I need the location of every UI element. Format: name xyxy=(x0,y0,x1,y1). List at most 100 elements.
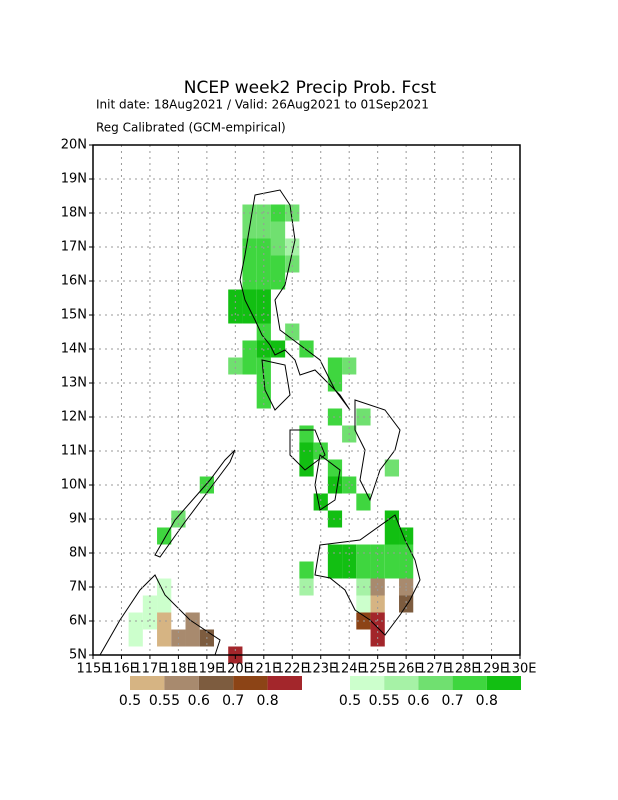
y-tick-label: 8N xyxy=(69,546,87,561)
y-tick-label: 5N xyxy=(69,648,87,663)
prob-cell xyxy=(157,629,172,647)
legend-label: 0.6 xyxy=(407,693,429,709)
x-tick-label: 121E xyxy=(247,662,280,677)
prob-cell xyxy=(299,578,314,596)
prob-cell xyxy=(185,629,200,647)
prob-cell xyxy=(157,578,172,596)
x-tick-label: 128E xyxy=(447,662,480,677)
x-tick-label: 120E xyxy=(219,662,252,677)
y-tick-label: 15N xyxy=(61,308,87,323)
prob-cell xyxy=(299,425,314,443)
x-tick-label: 129E xyxy=(475,662,508,677)
legend-label: 0.7 xyxy=(222,693,244,709)
y-tick-label: 10N xyxy=(61,478,87,493)
prob-cell xyxy=(285,255,300,273)
y-tick-label: 16N xyxy=(61,274,87,289)
prob-cell xyxy=(313,493,328,511)
prob-cell xyxy=(199,476,214,494)
prob-cell xyxy=(327,357,343,375)
map-frame xyxy=(92,144,521,656)
prob-cell xyxy=(270,272,286,290)
legend-label: 0.5 xyxy=(339,693,361,709)
prob-cell xyxy=(299,442,314,460)
x-tick-label: 119E xyxy=(190,662,223,677)
prob-cell xyxy=(384,459,400,477)
y-tick-label: 6N xyxy=(69,614,87,629)
prob-cell xyxy=(384,561,400,579)
prob-cell xyxy=(256,391,271,409)
y-tick-label: 19N xyxy=(61,172,87,187)
prob-cell xyxy=(256,272,271,290)
x-tick-label: 116E xyxy=(105,662,138,677)
prob-cell xyxy=(270,255,286,273)
prob-cell xyxy=(356,561,371,579)
subtitle: Init date: 18Aug2021 / Valid: 26Aug2021 … xyxy=(96,98,429,112)
y-tick-label: 13N xyxy=(61,376,87,391)
x-tick-label: 124E xyxy=(333,662,366,677)
y-tick-label: 18N xyxy=(61,206,87,221)
prob-cell xyxy=(228,357,243,375)
prob-cell xyxy=(185,612,200,630)
prob-cell xyxy=(299,459,314,477)
prob-cell xyxy=(327,561,343,579)
prob-cell xyxy=(299,340,314,358)
y-tick-label: 12N xyxy=(61,410,87,425)
prob-cell xyxy=(256,357,271,375)
legend-swatch xyxy=(267,676,302,690)
prob-cell xyxy=(370,595,385,613)
prob-cell xyxy=(342,357,357,375)
legend-swatch xyxy=(350,676,385,690)
prob-cell xyxy=(399,561,414,579)
x-tick-label: 115E xyxy=(76,662,109,677)
y-tick-label: 17N xyxy=(61,240,87,255)
x-tick-label: 130E xyxy=(503,662,536,677)
prob-cell xyxy=(270,221,286,239)
prob-cell xyxy=(384,527,400,545)
legend-label: 0.7 xyxy=(441,693,463,709)
legend-label: 0.8 xyxy=(256,693,278,709)
prob-cell xyxy=(242,357,257,375)
prob-cell xyxy=(342,561,357,579)
legend-label: 0.6 xyxy=(188,693,210,709)
y-tick-label: 9N xyxy=(69,512,87,527)
subtitle: Reg Calibrated (GCM-empirical) xyxy=(96,121,286,135)
x-tick-label: 118E xyxy=(162,662,195,677)
prob-cell xyxy=(256,255,271,273)
prob-cell xyxy=(228,289,243,307)
prob-cell xyxy=(299,561,314,579)
legend-swatch xyxy=(233,676,268,690)
legend-swatch xyxy=(198,676,234,690)
y-tick-label: 7N xyxy=(69,580,87,595)
x-tick-label: 126E xyxy=(390,662,423,677)
legend-label: 0.5 xyxy=(119,693,141,709)
prob-cell xyxy=(370,578,385,596)
x-tick-label: 117E xyxy=(133,662,166,677)
prob-cell xyxy=(370,561,385,579)
x-tick-label: 127E xyxy=(418,662,451,677)
x-tick-label: 125E xyxy=(361,662,394,677)
legend-swatch xyxy=(164,676,199,690)
y-tick-label: 11N xyxy=(61,444,87,459)
prob-cell xyxy=(342,476,357,494)
prob-cell xyxy=(384,544,400,562)
legend-swatch xyxy=(384,676,419,690)
prob-cell xyxy=(128,629,143,647)
y-tick-label: 20N xyxy=(61,138,87,153)
legend-label: 0.8 xyxy=(476,693,498,709)
x-tick-label: 122E xyxy=(276,662,309,677)
prob-cell xyxy=(356,493,371,511)
y-tick-label: 14N xyxy=(61,342,87,357)
chart-title: NCEP week2 Precip Prob. Fcst xyxy=(184,78,437,98)
legend-swatch xyxy=(418,676,453,690)
legend-swatch xyxy=(130,676,165,690)
legend-label: 0.55 xyxy=(149,693,180,709)
prob-cell xyxy=(157,612,172,630)
prob-cell xyxy=(384,510,400,528)
prob-cell xyxy=(270,204,286,222)
x-tick-label: 123E xyxy=(304,662,337,677)
prob-cell xyxy=(270,238,286,256)
prob-cell xyxy=(356,595,371,613)
legend-swatch xyxy=(452,676,487,690)
prob-cell xyxy=(242,255,257,273)
